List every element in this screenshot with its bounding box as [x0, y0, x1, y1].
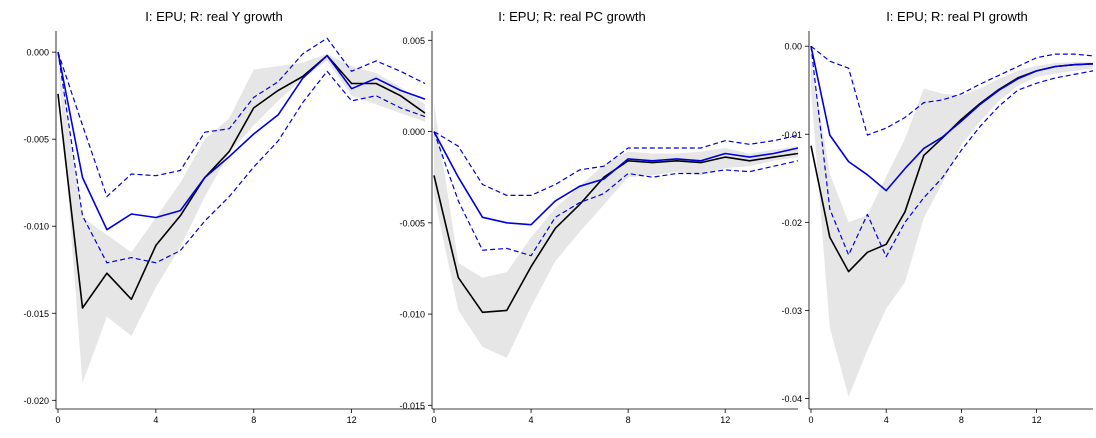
y-tick-label: -0.010 — [23, 222, 49, 232]
y-tick-label: 0.00 — [784, 42, 802, 52]
series-line-2 — [810, 46, 1094, 192]
y-tick-label: -0.03 — [781, 306, 802, 316]
x-tick-label: 8 — [959, 415, 964, 425]
x-tick-label: 12 — [347, 415, 357, 425]
x-tick-label: 8 — [626, 415, 631, 425]
y-tick-label: -0.01 — [781, 130, 802, 140]
chart-panel-2: 0.005 0.000 -0.005 -0.010 -0.015 0 4 8 12 I: EPU;… — [399, 9, 799, 425]
series-line-3 — [810, 45, 1094, 136]
x-tick-label: 4 — [153, 415, 158, 425]
y-tick-label: -0.015 — [23, 309, 49, 319]
confidence-band — [58, 53, 425, 383]
x-tick-label: 4 — [529, 415, 534, 425]
chart-title: I: EPU; R: real PC growth — [498, 9, 645, 24]
y-tick-label: 0.000 — [402, 127, 425, 137]
chart-title: I: EPU; R: real PI growth — [886, 9, 1028, 24]
series-line-3 — [433, 131, 799, 196]
x-tick-label: 12 — [720, 415, 730, 425]
x-tick-label: 0 — [55, 415, 60, 425]
x-tick-label: 4 — [884, 415, 889, 425]
confidence-band — [434, 104, 798, 358]
x-tick-label: 0 — [808, 415, 813, 425]
x-tick-label: 0 — [431, 415, 436, 425]
y-tick-label: -0.005 — [399, 218, 425, 228]
chart-panel-1: 0.000 -0.005 -0.010 -0.015 -0.020 0 4 8 12 I: EPU… — [23, 9, 426, 425]
x-tick-label: 8 — [251, 415, 256, 425]
series-line-2 — [433, 131, 799, 226]
y-tick-label: -0.010 — [399, 310, 425, 320]
y-tick-label: -0.005 — [23, 135, 49, 145]
series-line-4 — [810, 46, 1094, 258]
series-line-3 — [57, 37, 426, 198]
series-line-2 — [57, 51, 426, 231]
chart-panel-3: 0.00 -0.01 -0.02 -0.03 -0.04 0 4 8 12 I: EPU; R: … — [781, 9, 1094, 425]
y-tick-label: 0.000 — [26, 48, 49, 58]
confidence-band — [811, 59, 1093, 397]
y-tick-label: 0.005 — [402, 36, 425, 46]
x-tick-label: 12 — [1032, 415, 1042, 425]
y-tick-label: -0.020 — [23, 396, 49, 406]
series-line-4 — [433, 131, 799, 257]
chart-title: I: EPU; R: real Y growth — [145, 9, 283, 24]
y-tick-label: -0.02 — [781, 218, 802, 228]
series-line-4 — [57, 52, 426, 264]
y-tick-label: -0.015 — [399, 401, 425, 411]
y-tick-label: -0.04 — [781, 394, 802, 404]
